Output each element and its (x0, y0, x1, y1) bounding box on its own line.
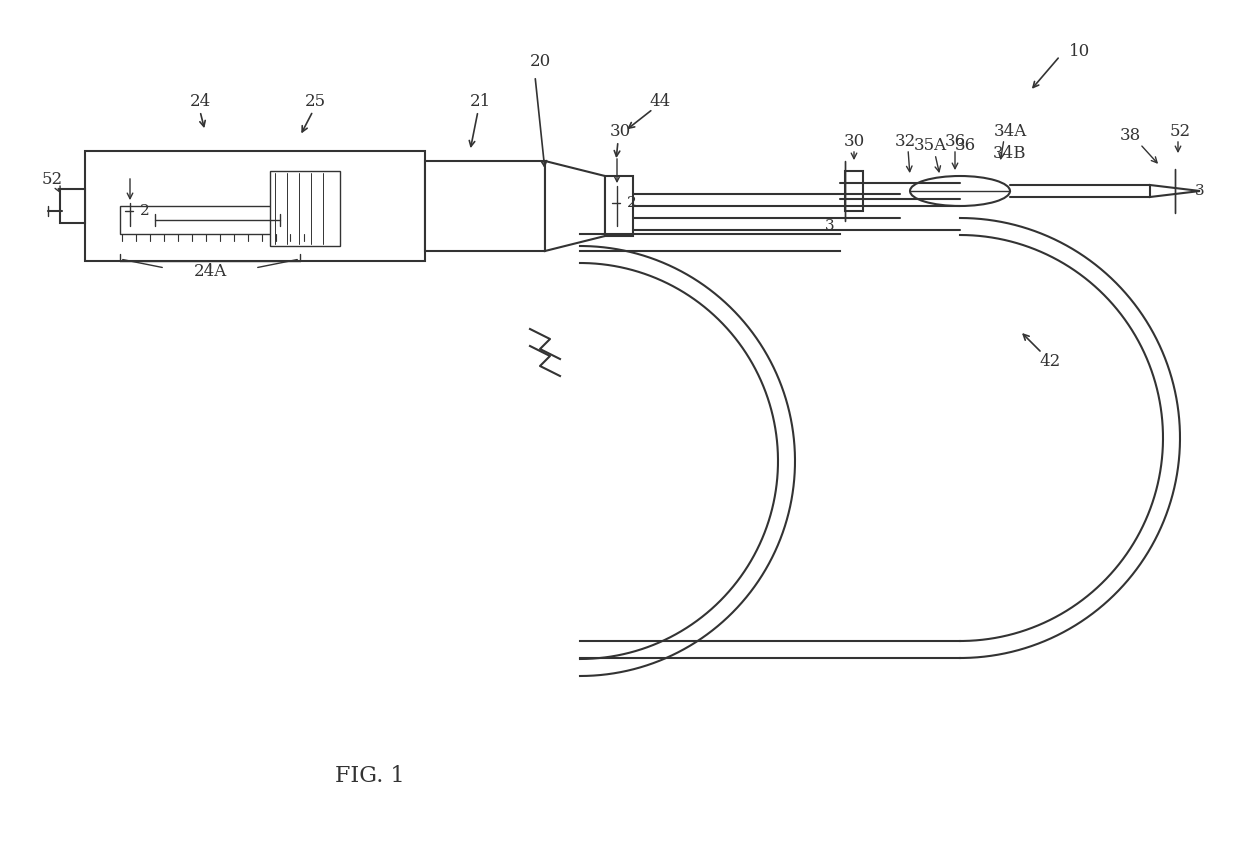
Text: 36: 36 (945, 133, 966, 150)
Bar (844, 171, 863, 211)
Bar (270, 171, 340, 246)
Text: 52: 52 (41, 170, 62, 187)
Text: 24: 24 (190, 93, 211, 110)
Text: 10: 10 (1069, 43, 1091, 60)
Text: 20: 20 (529, 53, 551, 70)
Text: 3: 3 (1195, 184, 1205, 198)
Bar (86, 151, 425, 261)
Text: 30: 30 (843, 133, 864, 150)
Text: 35A: 35A (914, 138, 946, 155)
Text: 24A: 24A (193, 262, 227, 279)
Bar (120, 206, 320, 234)
Text: 52: 52 (1169, 123, 1190, 140)
Bar (605, 176, 632, 236)
Ellipse shape (910, 176, 1011, 206)
Text: 38: 38 (1120, 128, 1141, 145)
Text: 2: 2 (140, 204, 150, 218)
Text: 36: 36 (955, 138, 976, 155)
Text: 2: 2 (627, 196, 637, 210)
Text: 42: 42 (1039, 352, 1060, 369)
Text: FIG. 1: FIG. 1 (335, 765, 404, 787)
Bar (60, 189, 86, 223)
Text: 32: 32 (894, 133, 915, 150)
Text: 44: 44 (650, 93, 671, 110)
Text: 25: 25 (305, 93, 326, 110)
Text: 3: 3 (825, 219, 835, 233)
Text: 21: 21 (470, 93, 491, 110)
Polygon shape (546, 161, 605, 251)
Text: 34B: 34B (993, 145, 1027, 162)
Text: 30: 30 (609, 123, 631, 140)
Bar (425, 161, 546, 251)
Polygon shape (1149, 185, 1200, 197)
Text: 34A: 34A (993, 123, 1027, 140)
